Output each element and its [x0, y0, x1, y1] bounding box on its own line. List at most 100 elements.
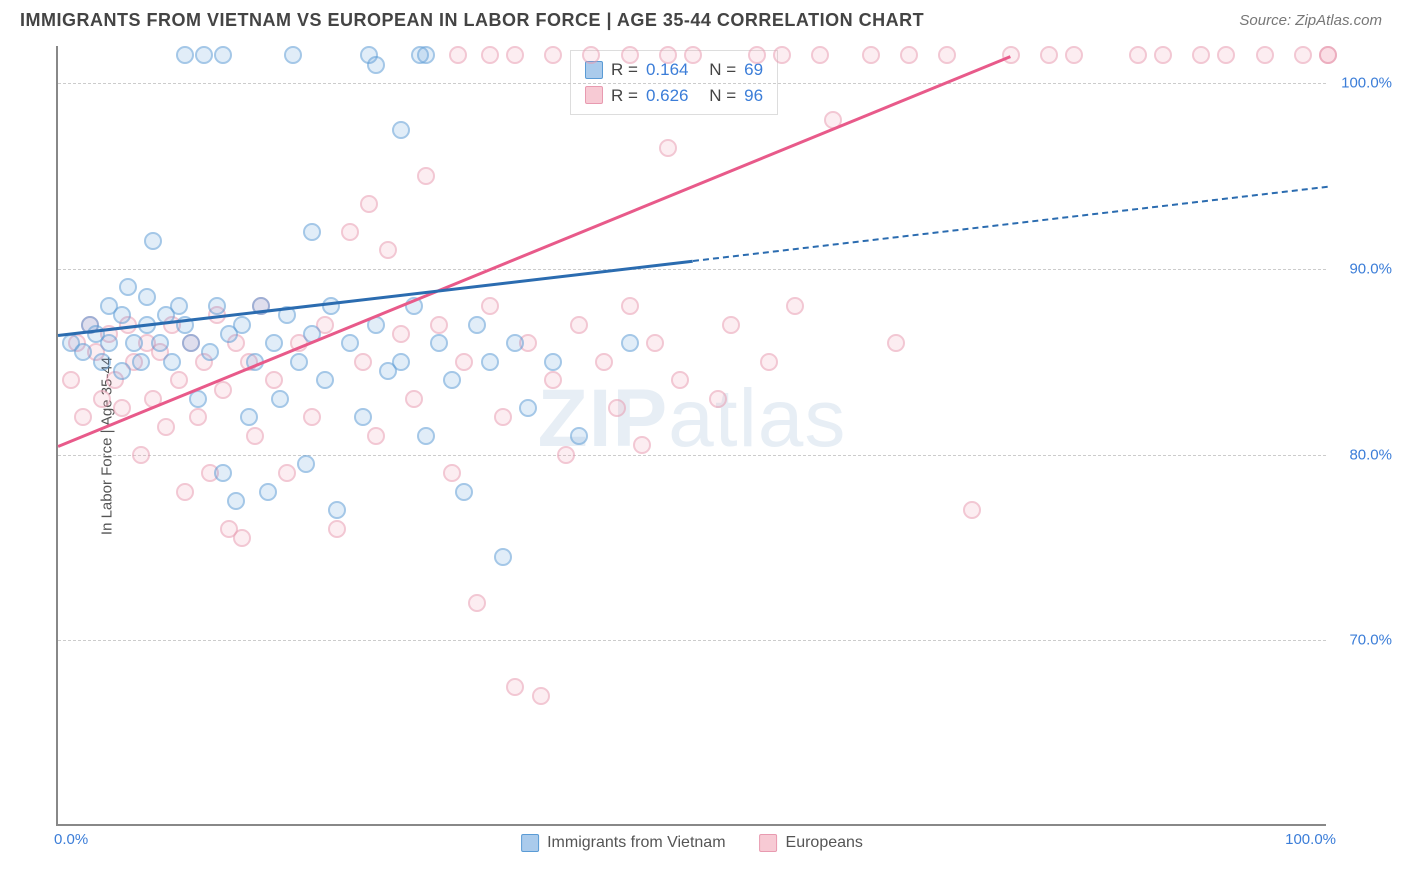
data-point-europeans [481, 297, 499, 315]
data-point-vietnam [271, 390, 289, 408]
data-point-europeans [1256, 46, 1274, 64]
data-point-vietnam [417, 427, 435, 445]
gridline [58, 455, 1326, 456]
data-point-europeans [233, 529, 251, 547]
watermark: ZIPatlas [538, 372, 847, 466]
data-point-vietnam [240, 408, 258, 426]
data-point-europeans [246, 427, 264, 445]
data-point-vietnam [322, 297, 340, 315]
data-point-europeans [595, 353, 613, 371]
data-point-europeans [532, 687, 550, 705]
data-point-europeans [887, 334, 905, 352]
y-tick-label: 70.0% [1349, 632, 1392, 649]
data-point-europeans [430, 316, 448, 334]
data-point-vietnam [367, 56, 385, 74]
data-point-vietnam [417, 46, 435, 64]
legend-item-europeans: Europeans [760, 834, 863, 852]
data-point-vietnam [392, 121, 410, 139]
data-point-europeans [1065, 46, 1083, 64]
data-point-vietnam [74, 343, 92, 361]
data-point-vietnam [227, 492, 245, 510]
data-point-vietnam [519, 399, 537, 417]
legend-swatch-pink-icon [585, 86, 603, 104]
data-point-europeans [722, 316, 740, 334]
data-point-europeans [1129, 46, 1147, 64]
data-point-europeans [748, 46, 766, 64]
data-point-vietnam [132, 353, 150, 371]
data-point-europeans [379, 241, 397, 259]
data-point-europeans [659, 46, 677, 64]
data-point-europeans [405, 390, 423, 408]
bottom-legend: Immigrants from Vietnam Europeans [521, 834, 863, 852]
data-point-europeans [671, 371, 689, 389]
gridline [58, 83, 1326, 84]
data-point-vietnam [125, 334, 143, 352]
data-point-vietnam [621, 334, 639, 352]
data-point-europeans [214, 381, 232, 399]
data-point-europeans [963, 501, 981, 519]
data-point-europeans [113, 399, 131, 417]
data-point-europeans [62, 371, 80, 389]
x-tick-0: 0.0% [54, 831, 88, 848]
data-point-europeans [1217, 46, 1235, 64]
data-point-vietnam [151, 334, 169, 352]
legend-label-vietnam: Immigrants from Vietnam [547, 834, 725, 852]
data-point-europeans [938, 46, 956, 64]
gridline [58, 640, 1326, 641]
source-name: ZipAtlas.com [1295, 12, 1382, 29]
legend-item-vietnam: Immigrants from Vietnam [521, 834, 725, 852]
data-point-europeans [1154, 46, 1172, 64]
data-point-vietnam [265, 334, 283, 352]
data-point-europeans [582, 46, 600, 64]
data-point-europeans [176, 483, 194, 501]
data-point-europeans [1040, 46, 1058, 64]
data-point-europeans [265, 371, 283, 389]
data-point-europeans [608, 399, 626, 417]
data-point-vietnam [297, 455, 315, 473]
data-point-europeans [455, 353, 473, 371]
data-point-europeans [189, 408, 207, 426]
data-point-vietnam [506, 334, 524, 352]
data-point-vietnam [144, 232, 162, 250]
stat-n-value-pink: 96 [744, 83, 763, 109]
data-point-europeans [93, 390, 111, 408]
data-point-vietnam [354, 408, 372, 426]
data-point-europeans [646, 334, 664, 352]
source-prefix: Source: [1239, 12, 1295, 29]
data-point-europeans [621, 46, 639, 64]
data-point-vietnam [259, 483, 277, 501]
legend-swatch-blue-icon [521, 834, 539, 852]
data-point-europeans [773, 46, 791, 64]
data-point-vietnam [170, 297, 188, 315]
data-point-europeans [506, 678, 524, 696]
data-point-vietnam [182, 334, 200, 352]
x-tick-100: 100.0% [1285, 831, 1336, 848]
data-point-vietnam [113, 306, 131, 324]
data-point-europeans [360, 195, 378, 213]
trendline-europeans [58, 55, 1011, 447]
data-point-vietnam [195, 46, 213, 64]
data-point-vietnam [303, 223, 321, 241]
data-point-europeans [132, 446, 150, 464]
data-point-vietnam [138, 288, 156, 306]
data-point-vietnam [494, 548, 512, 566]
data-point-europeans [1319, 46, 1337, 64]
data-point-vietnam [481, 353, 499, 371]
data-point-vietnam [430, 334, 448, 352]
data-point-vietnam [176, 46, 194, 64]
data-point-europeans [468, 594, 486, 612]
data-point-vietnam [443, 371, 461, 389]
legend-swatch-pink-icon [760, 834, 778, 852]
data-point-vietnam [119, 278, 137, 296]
data-point-vietnam [284, 46, 302, 64]
data-point-europeans [544, 46, 562, 64]
data-point-vietnam [392, 353, 410, 371]
data-point-europeans [74, 408, 92, 426]
data-point-vietnam [208, 297, 226, 315]
chart-title: IMMIGRANTS FROM VIETNAM VS EUROPEAN IN L… [20, 10, 924, 31]
data-point-vietnam [455, 483, 473, 501]
data-point-europeans [449, 46, 467, 64]
data-point-europeans [557, 446, 575, 464]
data-point-europeans [157, 418, 175, 436]
data-point-europeans [621, 297, 639, 315]
